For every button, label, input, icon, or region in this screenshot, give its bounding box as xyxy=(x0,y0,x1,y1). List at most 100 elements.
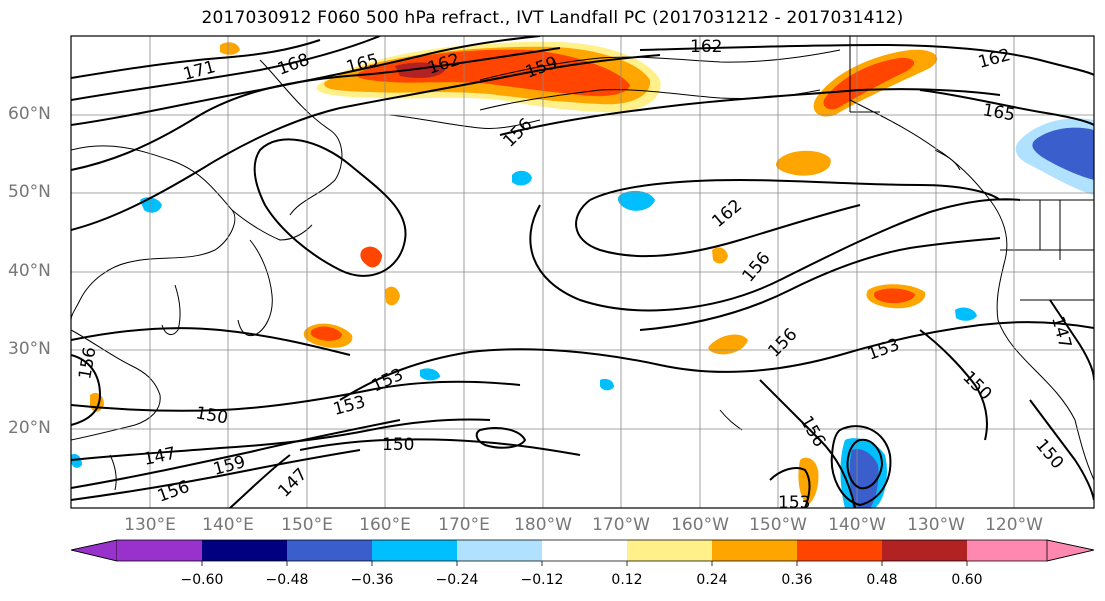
colorbar-bin xyxy=(287,540,372,561)
contour-closed-mid xyxy=(475,427,527,449)
contour-165-west xyxy=(71,36,541,126)
contour-ring-1 xyxy=(830,425,892,507)
shade-blue-spot-2 xyxy=(512,170,532,186)
shade-aleutian-north-red xyxy=(356,49,630,97)
contour-159-south xyxy=(71,419,401,489)
contour-147-b xyxy=(229,454,291,508)
colorbar-bin xyxy=(797,540,882,561)
contour-153-east xyxy=(1049,299,1094,381)
lon-label: 170°E xyxy=(438,515,490,535)
contour-162-west xyxy=(71,47,561,171)
coast-korea xyxy=(161,284,181,336)
lon-label: 150°E xyxy=(281,515,333,535)
contour-156-mid xyxy=(529,198,1021,312)
contour-162-east xyxy=(639,43,1094,76)
shade-blue-spot-4 xyxy=(600,378,614,391)
colorbar-tick-label: 0.24 xyxy=(696,572,728,588)
colorbar-bin xyxy=(967,540,1047,561)
coast-asia-north xyxy=(71,145,236,321)
contour-165-east xyxy=(919,89,1094,126)
contour-label: 162 xyxy=(690,37,722,57)
contour-156-south xyxy=(71,449,361,501)
colorbar-extend-low xyxy=(70,539,118,562)
contour-150 xyxy=(71,380,521,412)
lat-label: 60°N xyxy=(8,104,51,124)
colorbar-tick-label: −0.48 xyxy=(265,572,309,588)
shade-orange-spot-1 xyxy=(708,334,748,355)
coast-okhotsk xyxy=(231,209,313,241)
colorbar-bin xyxy=(457,540,542,561)
contour-147-east xyxy=(1029,399,1094,501)
colorbar-bin xyxy=(117,540,202,561)
coastline-layer xyxy=(71,36,1094,491)
map-title: 2017030912 F060 500 hPa refract., IVT La… xyxy=(201,8,904,28)
colorbar-tick-label: −0.12 xyxy=(520,572,564,588)
contour-156-east xyxy=(759,379,856,508)
colorbar-bin xyxy=(712,540,797,561)
lon-label: 160°E xyxy=(359,515,411,535)
coast-bc-islands xyxy=(934,149,961,171)
colorbar-tick-label: −0.36 xyxy=(350,572,394,588)
colorbar-tick-label: 0.48 xyxy=(866,572,898,588)
coast-mexico-west xyxy=(1074,419,1094,481)
shade-pacific-nw-blue2 xyxy=(1032,127,1094,180)
colorbar-tick-label: 0.60 xyxy=(951,572,983,588)
map-area: 171 168 165 162 159 156 162 162 165 162 … xyxy=(71,36,1094,508)
contour-156-north xyxy=(499,88,1001,136)
colorbar-bin xyxy=(202,540,287,561)
lon-label: 170°W xyxy=(592,515,650,535)
contour-159-east xyxy=(769,467,811,508)
colorbar-tick-label: 0.36 xyxy=(781,572,813,588)
contour-156-diag xyxy=(639,237,1001,331)
contour-150-b xyxy=(299,438,581,456)
lat-label: 20°N xyxy=(8,418,51,438)
lat-label: 50°N xyxy=(8,182,51,202)
shade-north-pacific-red xyxy=(360,246,382,268)
shade-orange-spot-4 xyxy=(220,42,240,55)
border-states xyxy=(1000,200,1094,301)
shade-blue-spot-1 xyxy=(617,190,655,211)
contour-ring-2 xyxy=(846,438,884,490)
shade-japan-red xyxy=(310,326,342,341)
lon-label: 180°W xyxy=(514,515,572,535)
lon-label: 130°E xyxy=(124,515,176,535)
contour-156-left xyxy=(71,354,102,426)
colorbar-bin xyxy=(627,540,712,561)
colorbar-tick-label: −0.24 xyxy=(435,572,479,588)
coast-alaska-north xyxy=(479,49,841,81)
shade-gulf-alaska-red xyxy=(823,57,915,110)
lon-label: 140°E xyxy=(202,515,254,535)
lon-label: 150°W xyxy=(749,515,807,535)
contour-168 xyxy=(71,36,381,101)
shade-blue-spot-7 xyxy=(71,454,82,468)
coast-canada-west xyxy=(849,99,1008,261)
coast-china-east xyxy=(71,329,161,441)
colorbar xyxy=(70,539,1095,566)
shade-orange-spot-2 xyxy=(385,286,400,306)
lon-label: 160°W xyxy=(671,515,729,535)
colorbar-extend-high xyxy=(1046,539,1095,562)
lat-label: 30°N xyxy=(8,339,51,359)
colorbar-tick-label: −0.60 xyxy=(180,572,224,588)
shade-blue-spot-5 xyxy=(420,368,440,381)
contour-150-east xyxy=(919,329,988,441)
colorbar-bin xyxy=(372,540,457,561)
contour-label: 150 xyxy=(382,435,414,455)
contour-162-mid xyxy=(575,178,1001,258)
shade-orange-spot-3 xyxy=(712,247,728,264)
lon-label: 130°W xyxy=(907,515,965,535)
shade-blue-spot-6 xyxy=(955,307,977,321)
contour-171 xyxy=(71,39,321,79)
shade-east-pacific-red xyxy=(874,288,915,304)
lon-label: 140°W xyxy=(828,515,886,535)
map-frame xyxy=(70,35,1095,509)
lon-label: 120°W xyxy=(985,515,1043,535)
contour-159-west xyxy=(71,54,661,231)
contour-153-mid xyxy=(339,321,1094,401)
colorbar-bin xyxy=(542,540,627,561)
coast-taiwan xyxy=(109,454,117,491)
contour-closed-nw xyxy=(253,138,407,277)
shade-central-pacific-yellow xyxy=(775,150,831,176)
gridlines xyxy=(71,36,1094,508)
